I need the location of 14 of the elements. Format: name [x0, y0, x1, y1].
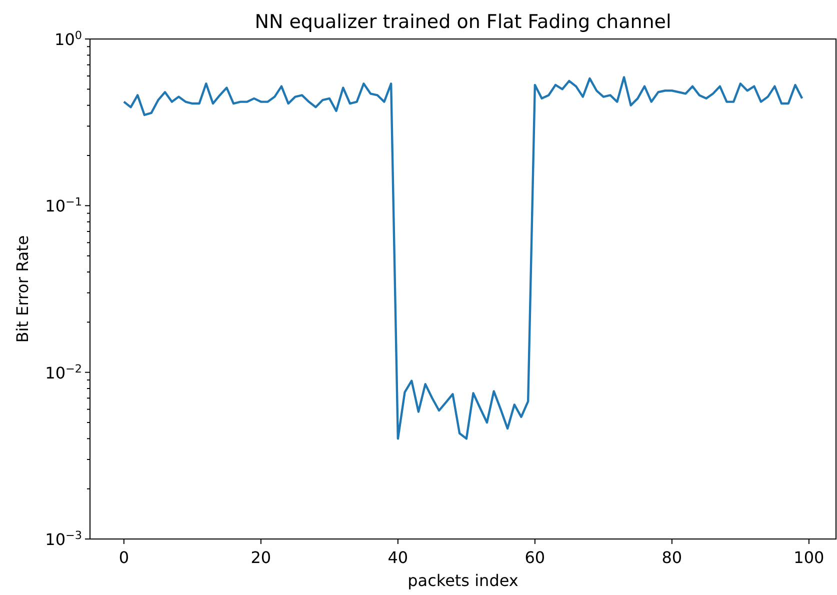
y-tick-label: 10$^{−3}$: [45, 528, 82, 549]
x-tick-label: 20: [250, 548, 272, 567]
y-tick-label: 10$^{−2}$: [45, 362, 82, 382]
x-tick-label: 80: [662, 548, 682, 567]
x-tick-label: 100: [794, 548, 824, 567]
y-tick-label: 10$^{−1}$: [45, 195, 82, 216]
x-axis-title: packets index: [408, 571, 518, 590]
y-axis-title: Bit Error Rate: [13, 235, 32, 343]
line-series: [122, 76, 804, 440]
x-tick-label: 40: [388, 548, 408, 567]
y-tick-label: 10$^{0}$: [54, 28, 82, 49]
x-tick-label: 60: [524, 548, 546, 567]
chart-title: NN equalizer trained on Flat Fading channel: [254, 11, 672, 33]
x-tick-label: 0: [118, 548, 130, 567]
